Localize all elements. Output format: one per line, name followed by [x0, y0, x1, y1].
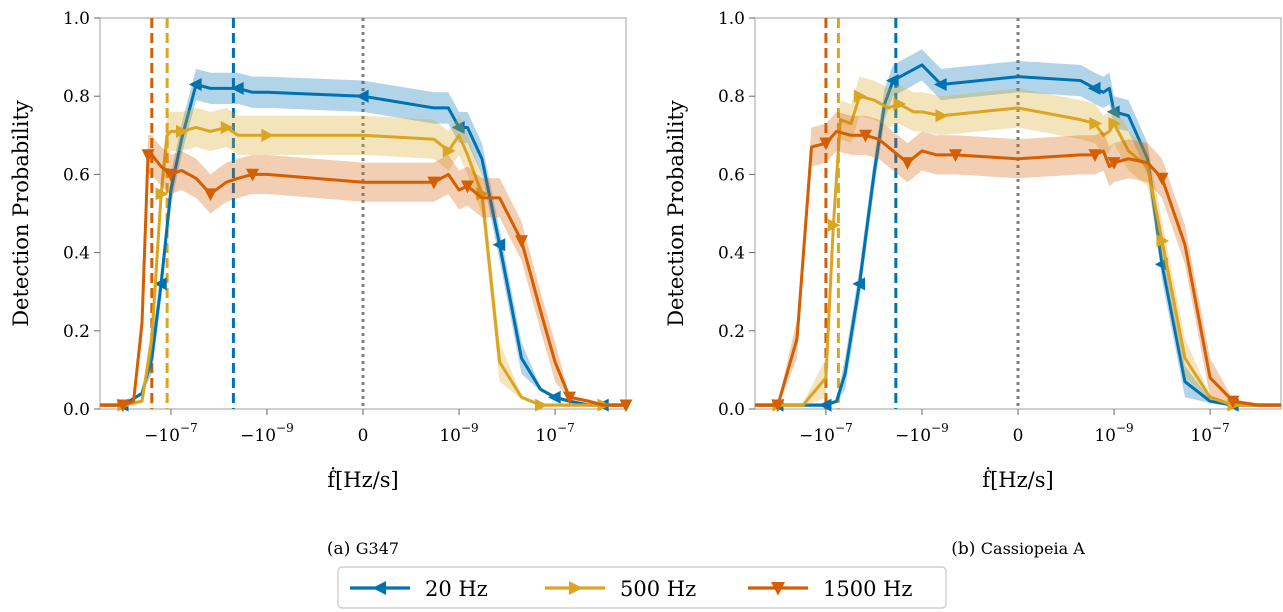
y-tick-label: 0.4 — [63, 244, 90, 264]
data-point — [1156, 234, 1170, 248]
data-point — [451, 120, 465, 134]
data-point — [1106, 105, 1120, 119]
data-point — [164, 168, 178, 182]
data-point — [563, 391, 577, 405]
data-point — [203, 188, 218, 202]
data-point — [949, 149, 963, 162]
y-tick-label: 1.0 — [63, 9, 90, 29]
data-point — [1155, 172, 1169, 186]
series-line-500-hz — [755, 94, 1281, 407]
x-tick-label: −10−7 — [144, 421, 198, 446]
data-point — [535, 398, 548, 412]
band-500-hz — [755, 76, 1281, 408]
x-axis-label: ḟ[Hz/s] — [982, 468, 1053, 492]
data-point — [261, 128, 275, 142]
legend-label: 1500 Hz — [823, 577, 913, 601]
y-tick-label: 0.2 — [718, 322, 745, 342]
y-tick-label: 0.8 — [718, 87, 745, 107]
chart-panel-1: 0.0 0.2 0.4 0.6 0.8 1.0 −10−7 −10−9 0 10−9 10−7 Det… — [9, 9, 633, 559]
data-point — [771, 399, 785, 413]
data-point — [155, 187, 169, 201]
data-point — [1089, 117, 1103, 131]
legend-marker — [771, 581, 785, 596]
y-tick-label: 0.4 — [718, 244, 745, 264]
y-tick-label: 1.0 — [718, 9, 745, 29]
data-point — [827, 218, 841, 232]
data-point — [935, 109, 949, 123]
y-axis-label: Detection Probability — [9, 100, 33, 327]
legend-marker — [372, 581, 387, 595]
data-point — [514, 235, 529, 248]
band-1500-hz — [100, 135, 626, 408]
y-tick-label: 0.6 — [63, 165, 90, 185]
x-tick-label: −10−7 — [799, 421, 853, 446]
x-tick-label: −10−9 — [895, 421, 949, 446]
data-point — [933, 77, 947, 91]
data-point — [116, 399, 130, 413]
data-point — [1087, 81, 1101, 95]
data-point — [492, 238, 506, 252]
data-point — [619, 399, 633, 413]
x-tick-label: −10−9 — [240, 421, 294, 446]
x-tick-label: 0 — [358, 426, 369, 446]
data-point — [220, 120, 234, 134]
panel-caption: (a) G347 — [327, 539, 399, 559]
y-tick-label: 0.0 — [63, 400, 90, 420]
data-point — [355, 89, 369, 103]
x-tick-label: 10−9 — [439, 421, 478, 446]
y-tick-label: 0.0 — [718, 400, 745, 420]
y-axis-label: Detection Probability — [664, 100, 688, 327]
y-tick-label: 0.2 — [63, 322, 90, 342]
x-tick-label: 10−7 — [535, 421, 574, 446]
legend: 20 Hz 500 Hz 1500 Hz — [337, 566, 947, 609]
data-point — [427, 176, 441, 190]
y-tick-label: 0.6 — [718, 165, 745, 185]
data-point — [442, 144, 456, 158]
data-point — [188, 77, 202, 91]
data-point — [154, 277, 167, 291]
chart-panel-2: 0.0 0.2 0.4 0.6 0.8 1.0 −10−7 −10−9 0 10−9 10−7 Det… — [664, 9, 1282, 559]
data-point — [1088, 149, 1102, 162]
data-point — [230, 81, 244, 95]
data-point — [853, 89, 867, 103]
legend-label: 20 Hz — [425, 577, 488, 601]
band-1500-hz — [755, 111, 1281, 408]
x-tick-label: 10−9 — [1094, 421, 1133, 446]
data-point — [1108, 117, 1122, 131]
x-axis-label: ḟ[Hz/s] — [327, 468, 398, 492]
y-tick-label: 0.8 — [63, 87, 90, 107]
data-point — [818, 398, 832, 412]
data-point — [547, 390, 561, 404]
data-point — [141, 149, 155, 162]
series-line-1500-hz — [755, 129, 1281, 407]
panel-caption: (b) Cassiopeia A — [951, 539, 1085, 559]
data-point — [1226, 395, 1240, 409]
data-point — [245, 168, 260, 182]
legend-marker — [568, 581, 583, 595]
data-point — [885, 74, 899, 88]
legend-label: 500 Hz — [620, 577, 696, 601]
data-point — [900, 157, 915, 170]
legend-box — [337, 566, 947, 609]
data-point — [460, 180, 475, 194]
x-tick-label: 0 — [1013, 426, 1024, 446]
data-point — [852, 277, 866, 291]
data-point — [175, 124, 189, 138]
data-point — [819, 137, 833, 151]
data-point — [1107, 157, 1121, 170]
x-tick-label: 10−7 — [1190, 421, 1229, 446]
band-500-hz — [100, 107, 626, 408]
data-point — [893, 97, 907, 111]
data-point — [858, 129, 873, 143]
